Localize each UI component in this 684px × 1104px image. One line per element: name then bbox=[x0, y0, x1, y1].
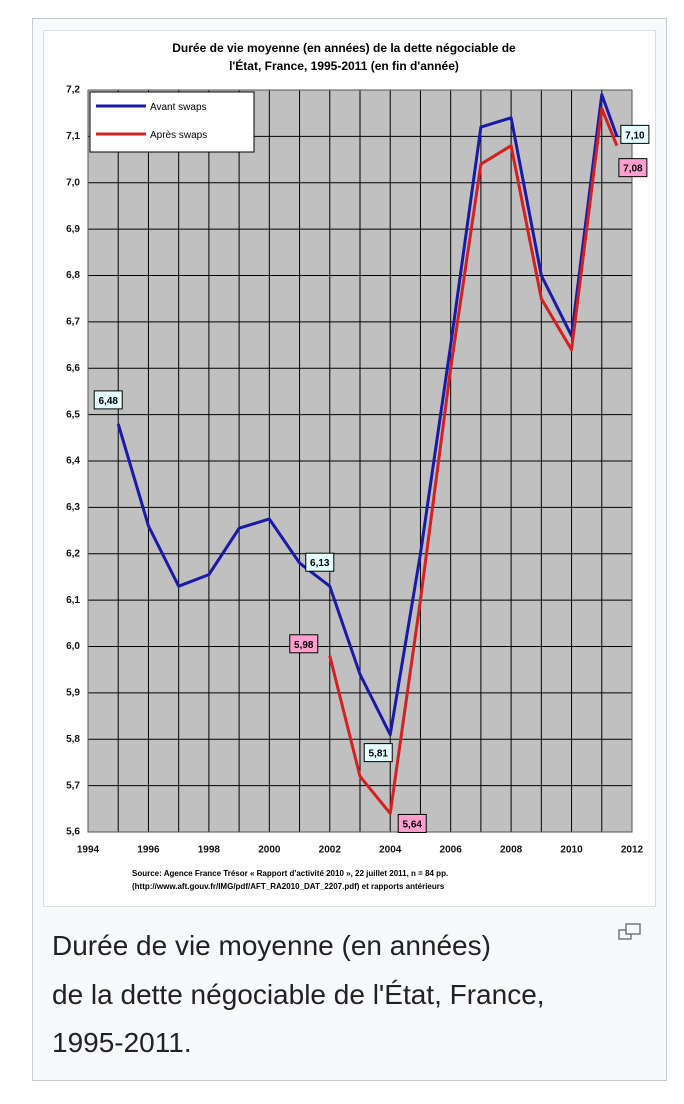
y-tick-label: 6,2 bbox=[66, 548, 80, 559]
y-tick-label: 5,7 bbox=[66, 780, 80, 791]
value-label: 7,08 bbox=[623, 164, 643, 175]
value-label: 5,98 bbox=[294, 640, 314, 651]
x-tick-label: 2000 bbox=[258, 845, 281, 856]
value-label: 6,13 bbox=[310, 558, 330, 569]
chart-title: Durée de vie moyenne (en années) de la d… bbox=[172, 41, 516, 55]
y-tick-label: 6,8 bbox=[66, 270, 80, 281]
caption: 1995-2011. bbox=[52, 1027, 192, 1058]
y-tick-label: 6,9 bbox=[66, 224, 80, 235]
y-tick-label: 6,4 bbox=[66, 456, 80, 467]
enlarge-icon[interactable] bbox=[618, 923, 641, 940]
value-label-box bbox=[305, 552, 335, 572]
y-tick-label: 6,5 bbox=[66, 409, 80, 420]
chart-title: l'État, France, 1995-2011 (en fin d'anné… bbox=[229, 58, 459, 73]
y-tick-label: 6,1 bbox=[66, 595, 80, 606]
value-label-box bbox=[93, 390, 123, 410]
value-label-box bbox=[289, 634, 319, 654]
x-tick-label: 2008 bbox=[500, 845, 523, 856]
legend-label: Après swaps bbox=[150, 130, 207, 141]
caption: de la dette négociable de l'État, France… bbox=[52, 979, 545, 1010]
y-tick-label: 6,0 bbox=[66, 641, 80, 652]
y-tick-label: 6,6 bbox=[66, 363, 80, 374]
x-tick-label: 1994 bbox=[77, 845, 100, 856]
x-tick-label: 2002 bbox=[319, 845, 342, 856]
value-label: 5,81 bbox=[368, 749, 388, 760]
series-line bbox=[116, 93, 619, 737]
y-tick-label: 6,3 bbox=[66, 502, 80, 513]
value-label: 7,10 bbox=[625, 130, 645, 141]
value-label-box bbox=[363, 743, 393, 763]
value-label-box bbox=[618, 158, 648, 178]
y-tick-label: 7,0 bbox=[66, 177, 80, 188]
y-tick-label: 6,7 bbox=[66, 317, 80, 328]
y-tick-label: 5,8 bbox=[66, 734, 80, 745]
x-tick-label: 1996 bbox=[137, 845, 160, 856]
value-label-box bbox=[397, 813, 427, 833]
series-line bbox=[328, 107, 619, 815]
plot-border bbox=[87, 89, 633, 833]
caption: Durée de vie moyenne (en années) bbox=[52, 930, 491, 961]
x-tick-label: 2010 bbox=[560, 845, 583, 856]
legend-label: Avant swaps bbox=[150, 102, 207, 113]
legend-box bbox=[89, 91, 255, 153]
y-tick-label: 5,9 bbox=[66, 688, 80, 699]
source-note: (http://www.aft.gouv.fr/IMG/pdf/AFT_RA20… bbox=[132, 882, 445, 891]
value-label: 5,64 bbox=[402, 819, 422, 830]
value-label: 6,48 bbox=[98, 396, 118, 407]
x-tick-label: 1998 bbox=[198, 845, 221, 856]
x-tick-label: 2012 bbox=[621, 845, 644, 856]
y-tick-label: 5,6 bbox=[66, 827, 80, 838]
value-label-box bbox=[620, 124, 650, 144]
x-tick-label: 2006 bbox=[440, 845, 463, 856]
y-tick-label: 7,1 bbox=[66, 131, 80, 142]
y-tick-label: 7,2 bbox=[66, 85, 80, 96]
source-note: Source: Agence France Trésor « Rapport d… bbox=[132, 869, 448, 878]
x-tick-label: 2004 bbox=[379, 845, 402, 856]
